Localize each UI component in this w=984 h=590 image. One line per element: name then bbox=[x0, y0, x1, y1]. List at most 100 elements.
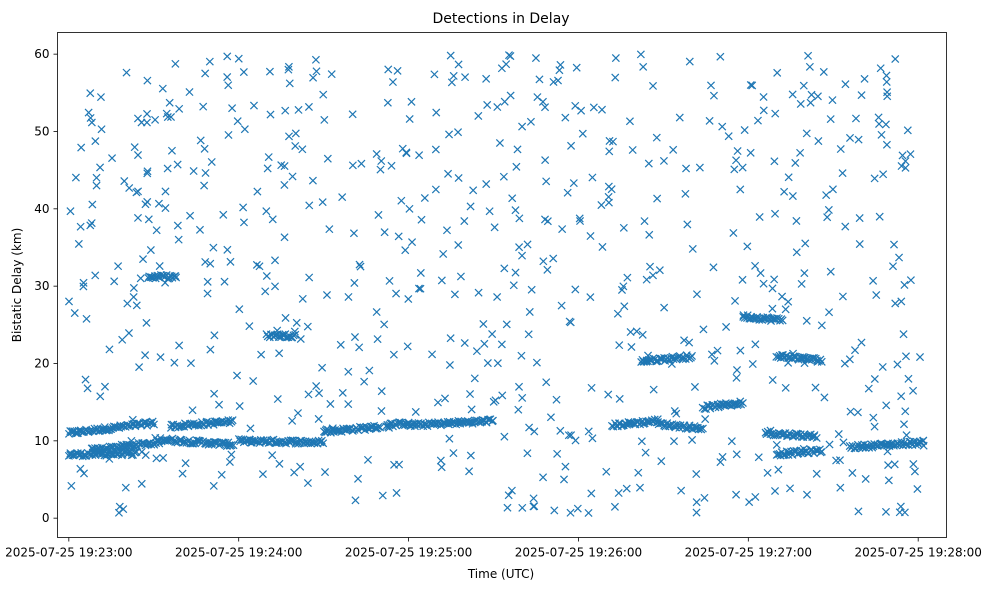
data-point bbox=[870, 422, 879, 431]
data-point bbox=[257, 350, 266, 359]
data-point bbox=[857, 91, 866, 100]
data-point bbox=[514, 405, 523, 414]
data-point bbox=[288, 416, 297, 425]
data-point bbox=[700, 493, 709, 502]
data-point bbox=[828, 96, 837, 105]
data-point bbox=[732, 373, 741, 382]
data-point bbox=[217, 470, 226, 479]
data-point bbox=[586, 231, 595, 241]
data-point bbox=[206, 345, 215, 354]
data-point bbox=[540, 215, 550, 224]
data-point bbox=[745, 498, 754, 507]
data-point bbox=[649, 385, 658, 394]
data-point bbox=[597, 105, 607, 114]
data-point bbox=[587, 489, 596, 498]
data-point bbox=[576, 216, 585, 226]
data-point bbox=[497, 64, 506, 73]
data-point bbox=[161, 204, 170, 213]
data-point bbox=[411, 407, 420, 416]
data-point bbox=[76, 222, 85, 231]
data-point bbox=[262, 207, 271, 216]
data-point bbox=[285, 79, 294, 88]
data-point bbox=[707, 350, 716, 359]
data-point bbox=[129, 292, 138, 302]
data-point bbox=[189, 167, 198, 176]
data-point bbox=[437, 276, 446, 285]
data-point bbox=[841, 80, 850, 89]
data-point bbox=[431, 185, 440, 194]
data-point bbox=[479, 319, 488, 329]
data-point bbox=[731, 296, 740, 305]
data-point bbox=[675, 113, 684, 122]
data-point bbox=[685, 57, 694, 66]
data-point bbox=[838, 292, 847, 301]
data-point bbox=[273, 326, 282, 335]
data-point bbox=[805, 62, 814, 71]
data-point bbox=[556, 426, 565, 435]
data-point bbox=[781, 305, 790, 314]
data-point bbox=[201, 69, 210, 78]
data-point bbox=[88, 200, 97, 209]
data-point bbox=[210, 331, 219, 340]
data-point bbox=[751, 492, 760, 501]
data-point bbox=[67, 481, 76, 490]
data-point bbox=[380, 320, 389, 329]
data-point bbox=[318, 363, 327, 372]
data-point bbox=[549, 254, 558, 263]
data-point bbox=[692, 290, 701, 299]
data-point bbox=[919, 441, 928, 450]
data-point bbox=[404, 294, 413, 304]
data-point bbox=[284, 65, 293, 74]
data-point bbox=[680, 336, 689, 345]
data-point bbox=[518, 393, 527, 402]
data-point bbox=[797, 279, 806, 288]
data-point bbox=[788, 192, 797, 201]
data-point bbox=[167, 146, 176, 155]
data-point bbox=[855, 214, 864, 223]
data-point bbox=[440, 394, 450, 403]
data-point bbox=[454, 240, 463, 250]
data-point bbox=[826, 115, 835, 124]
x-tick-label: 2025-07-25 19:24:00 bbox=[175, 546, 302, 560]
data-point bbox=[270, 282, 280, 291]
data-point bbox=[539, 257, 548, 266]
data-point bbox=[882, 140, 891, 149]
data-point bbox=[729, 228, 738, 237]
data-point bbox=[524, 330, 533, 339]
data-point bbox=[137, 479, 146, 488]
data-point bbox=[392, 289, 401, 298]
data-point bbox=[228, 416, 237, 425]
data-point bbox=[709, 91, 718, 100]
data-point bbox=[553, 449, 562, 458]
data-point bbox=[343, 425, 352, 434]
data-point bbox=[298, 145, 307, 154]
data-point bbox=[246, 424, 255, 433]
data-point bbox=[895, 253, 904, 262]
data-point bbox=[350, 278, 359, 287]
data-point bbox=[748, 81, 757, 90]
x-axis-ticks: 2025-07-25 19:23:00 2025-07-25 19:24:00 20… bbox=[5, 537, 982, 560]
data-point bbox=[884, 476, 893, 485]
data-point bbox=[303, 479, 312, 488]
data-point bbox=[869, 276, 878, 285]
y-tick-label: 40 bbox=[34, 202, 49, 216]
data-point bbox=[506, 91, 515, 100]
data-point bbox=[784, 358, 793, 367]
data-point bbox=[530, 427, 539, 436]
data-point bbox=[571, 285, 580, 294]
data-point bbox=[645, 262, 655, 271]
data-point bbox=[670, 406, 679, 416]
data-point bbox=[224, 81, 233, 90]
data-point bbox=[308, 176, 317, 185]
data-point bbox=[110, 277, 119, 286]
data-point bbox=[293, 409, 303, 418]
data-point bbox=[129, 283, 138, 292]
data-point bbox=[495, 138, 504, 148]
data-point bbox=[322, 290, 332, 300]
data-point bbox=[163, 164, 172, 173]
data-point bbox=[178, 469, 187, 478]
data-point bbox=[171, 59, 180, 68]
data-point bbox=[820, 393, 829, 402]
data-point bbox=[589, 103, 598, 112]
data-point bbox=[517, 351, 526, 360]
